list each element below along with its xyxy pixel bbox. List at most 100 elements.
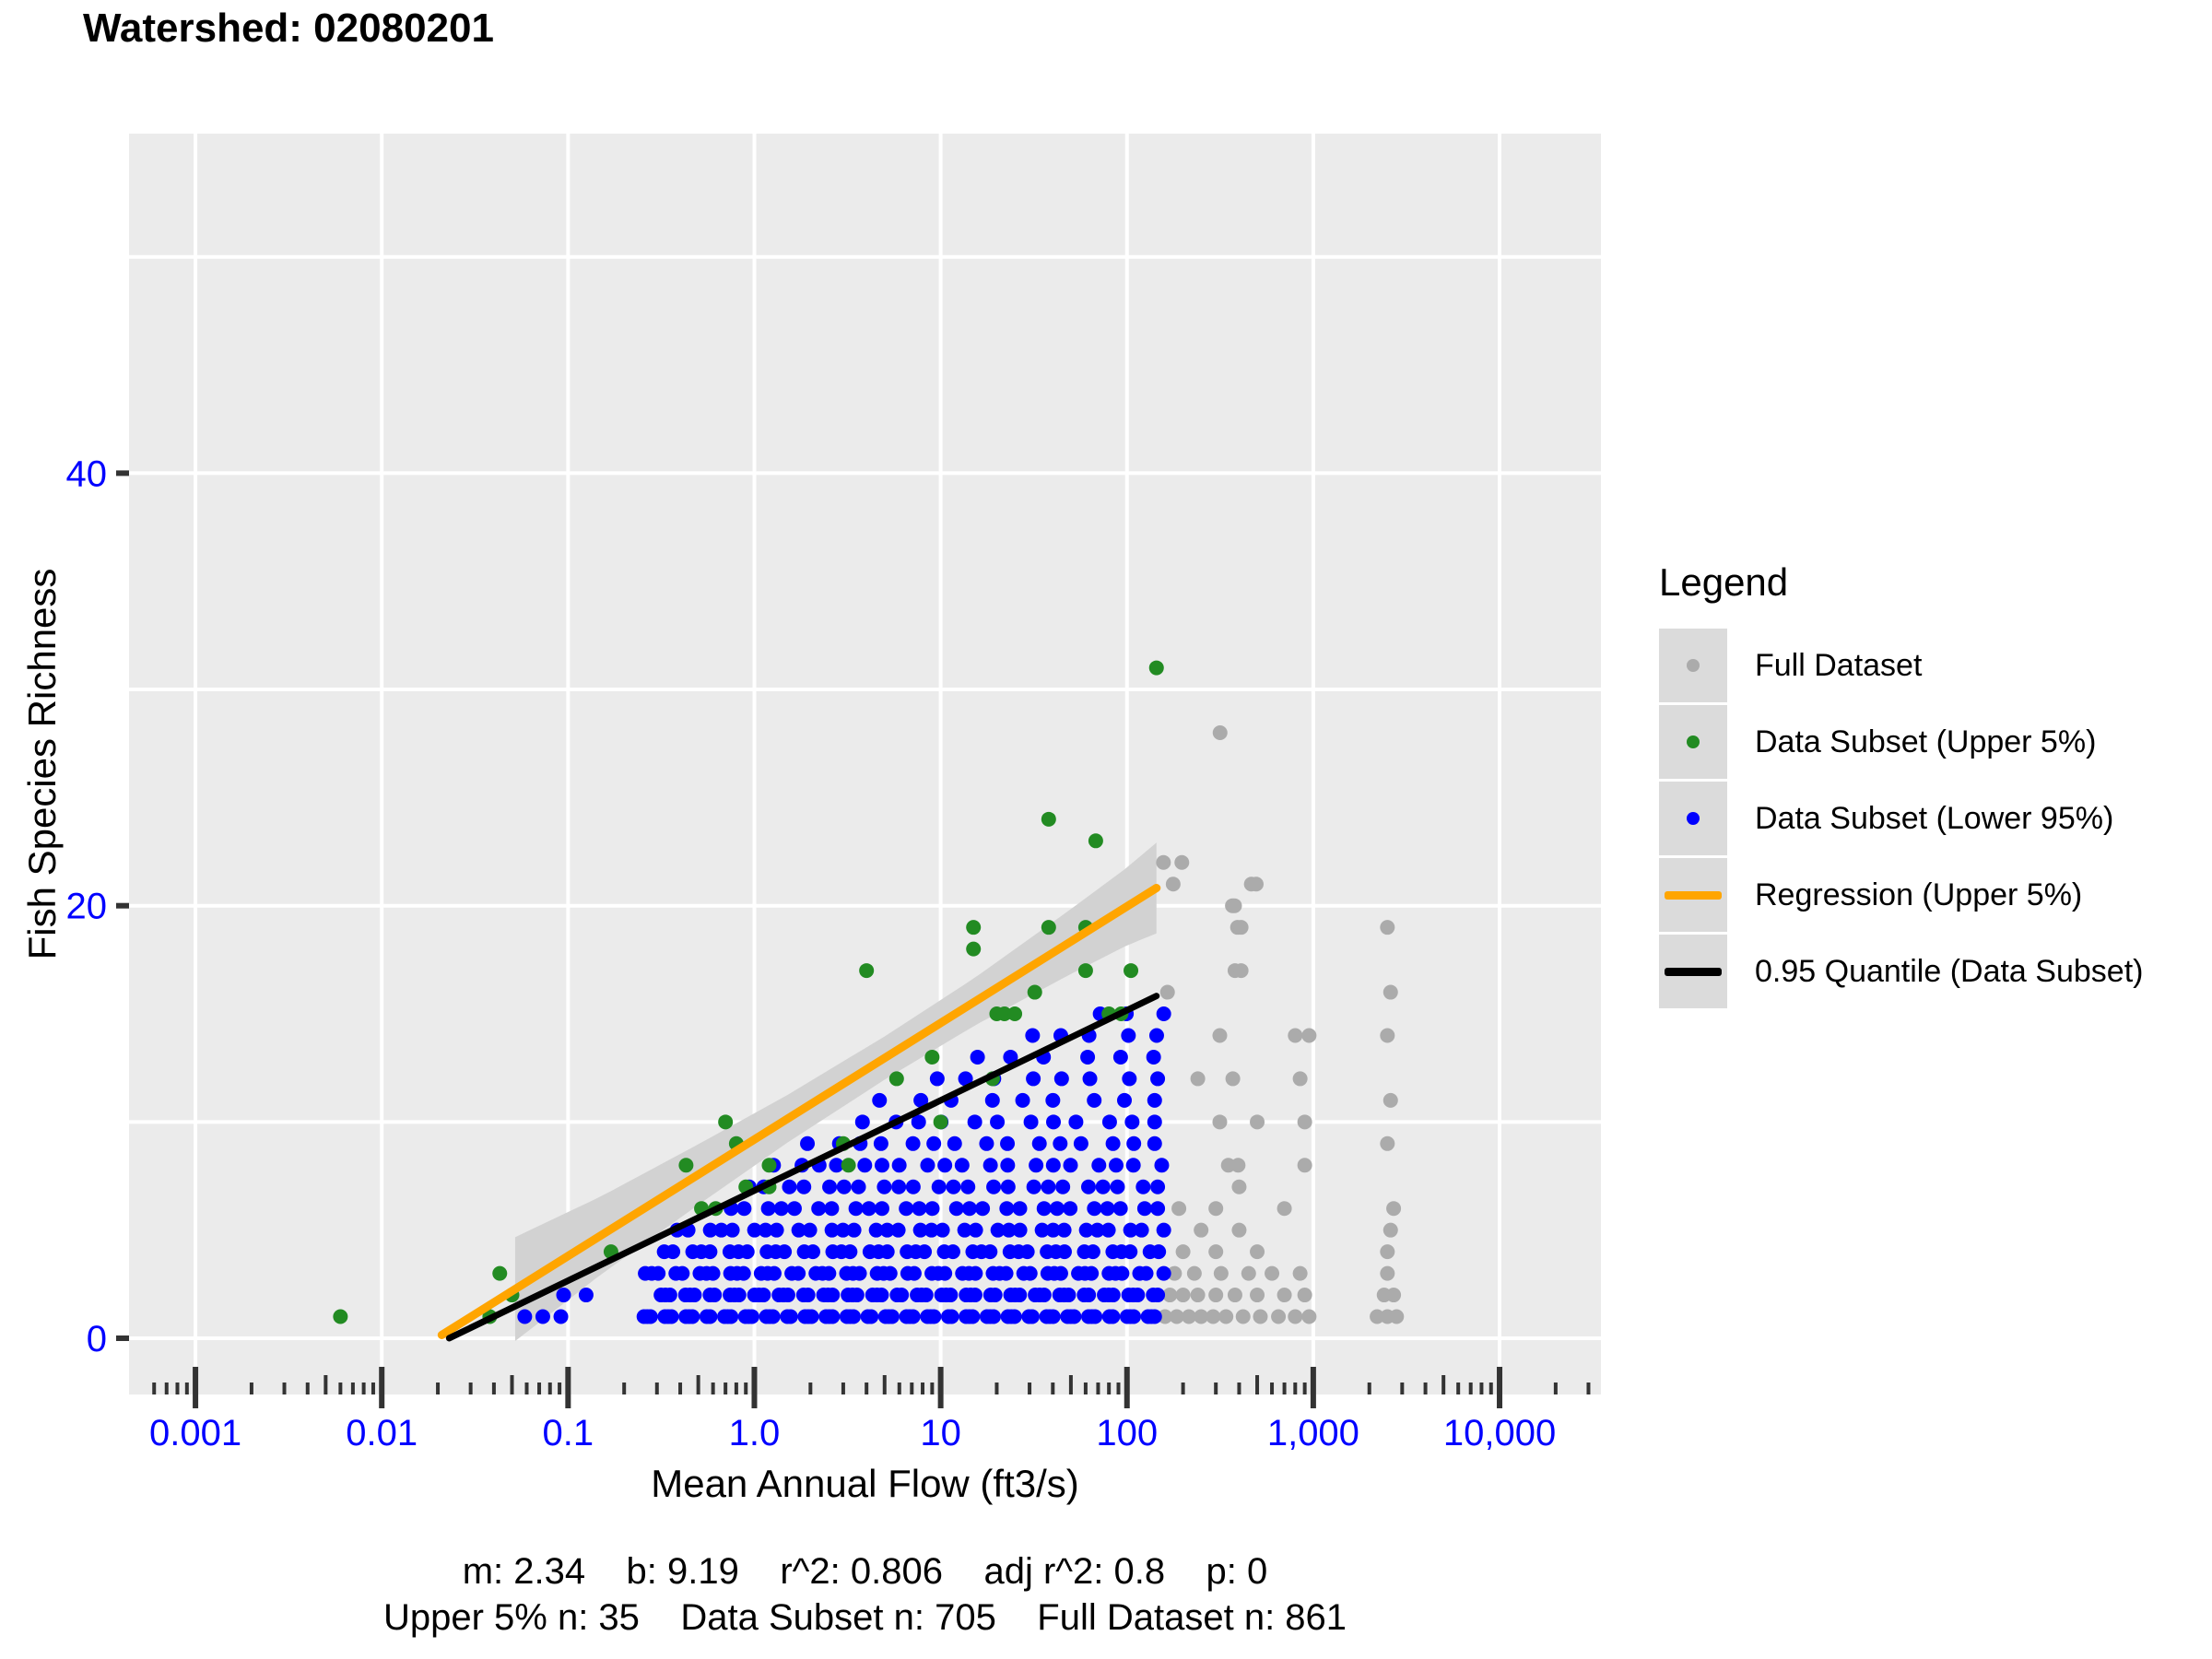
- data-point-lower95: [958, 1071, 973, 1087]
- data-point-lower95: [982, 1158, 998, 1173]
- data-point-lower95: [890, 1222, 906, 1238]
- data-point-lower95: [731, 1288, 747, 1303]
- data-point-lower95: [990, 1222, 1006, 1238]
- data-point-lower95: [791, 1222, 806, 1238]
- data-point-lower95: [884, 1309, 900, 1324]
- legend-item: 0.95 Quantile (Data Subset): [1659, 935, 2143, 1008]
- data-point-lower95: [1087, 1201, 1102, 1217]
- data-point-lower95: [1045, 1092, 1061, 1108]
- data-point-lower95: [1024, 1309, 1040, 1324]
- data-point-upper5: [933, 1114, 948, 1130]
- data-point-lower95: [1147, 1114, 1162, 1130]
- data-point-lower95: [724, 1222, 740, 1238]
- data-point-upper5: [1027, 984, 1042, 1000]
- data-point-lower95: [1049, 1201, 1065, 1217]
- data-point-lower95: [821, 1265, 837, 1281]
- data-point-lower95: [777, 1244, 793, 1260]
- legend-item: Data Subset (Upper 5%): [1659, 705, 2143, 779]
- data-point-lower95: [1025, 1028, 1041, 1043]
- data-point-lower95: [804, 1309, 819, 1324]
- data-point-lower95: [861, 1201, 877, 1217]
- data-point-lower95: [1061, 1288, 1077, 1303]
- data-point-full: [1277, 1201, 1292, 1217]
- data-point-lower95: [1088, 1309, 1103, 1324]
- data-point-lower95: [845, 1309, 861, 1324]
- data-point-lower95: [1121, 1028, 1136, 1043]
- data-point-lower95: [556, 1288, 571, 1303]
- data-point-lower95: [849, 1288, 865, 1303]
- data-point-lower95: [874, 1158, 889, 1173]
- data-point-lower95: [773, 1201, 789, 1217]
- data-point-lower95: [1089, 1222, 1105, 1238]
- data-point-upper5: [761, 1158, 777, 1173]
- data-point-lower95: [675, 1265, 690, 1281]
- data-point-upper5: [1148, 660, 1164, 676]
- data-point-lower95: [891, 1158, 907, 1173]
- data-point-lower95: [782, 1179, 797, 1194]
- data-point-lower95: [1003, 1049, 1018, 1065]
- data-point-full: [1301, 1309, 1317, 1324]
- data-point-lower95: [984, 1092, 1000, 1108]
- data-point-lower95: [1034, 1222, 1050, 1238]
- data-point-lower95: [954, 1158, 970, 1173]
- data-point-lower95: [874, 1201, 889, 1217]
- data-point-lower95: [920, 1158, 935, 1173]
- data-point-lower95: [1084, 1265, 1100, 1281]
- data-point-lower95: [517, 1309, 533, 1324]
- legend-item-label: Data Subset (Lower 95%): [1755, 800, 2114, 836]
- data-point-full: [1380, 920, 1395, 935]
- data-point-full: [1292, 1265, 1308, 1281]
- data-point-lower95: [836, 1179, 852, 1194]
- data-point-lower95: [1100, 1201, 1115, 1217]
- data-point-full: [1212, 1028, 1228, 1043]
- x-tick-label: 1,000: [1267, 1413, 1359, 1453]
- x-tick-label: 10,000: [1443, 1413, 1556, 1453]
- data-point-lower95: [1105, 1309, 1121, 1324]
- y-axis-title: Fish Species Richness: [20, 568, 64, 960]
- data-point-lower95: [968, 1222, 983, 1238]
- data-point-lower95: [1150, 1288, 1166, 1303]
- data-point-lower95: [1101, 1114, 1117, 1130]
- legend-item: Regression (Upper 5%): [1659, 858, 2143, 932]
- data-point-full: [1231, 1222, 1247, 1238]
- data-point-lower95: [765, 1309, 781, 1324]
- data-point-full: [1212, 724, 1228, 740]
- data-point-full: [1250, 1288, 1265, 1303]
- data-point-lower95: [1045, 1222, 1061, 1238]
- data-point-lower95: [905, 1309, 921, 1324]
- data-point-lower95: [851, 1179, 866, 1194]
- data-point-lower95: [931, 1179, 947, 1194]
- data-point-lower95: [912, 1222, 928, 1238]
- data-point-lower95: [1150, 1201, 1166, 1217]
- data-point-lower95: [800, 1288, 816, 1303]
- data-point-lower95: [1105, 1288, 1121, 1303]
- legend-item-label: Regression (Upper 5%): [1755, 877, 2083, 912]
- data-point-upper5: [841, 1158, 856, 1173]
- data-point-upper5: [966, 941, 982, 957]
- legend-key-box: [1659, 629, 1727, 702]
- legend-items: Full Dataset Data Subset (Upper 5%) Data S…: [1659, 629, 2143, 1008]
- data-point-lower95: [786, 1201, 802, 1217]
- data-point-full: [1241, 1265, 1256, 1281]
- data-point-lower95: [1095, 1179, 1111, 1194]
- data-point-lower95: [835, 1222, 851, 1238]
- data-point-lower95: [1053, 1071, 1069, 1087]
- data-point-lower95: [957, 1222, 972, 1238]
- data-point-full: [1277, 1288, 1292, 1303]
- data-point-lower95: [1031, 1135, 1047, 1151]
- data-point-upper5: [1088, 833, 1103, 849]
- data-point-lower95: [1085, 1244, 1100, 1260]
- data-point-lower95: [877, 1179, 892, 1194]
- data-point-lower95: [975, 1201, 991, 1217]
- data-point-lower95: [1110, 1179, 1125, 1194]
- legend-item-label: Full Dataset: [1755, 647, 1923, 683]
- data-point-full: [1297, 1114, 1312, 1130]
- regression-line: [437, 883, 1161, 1339]
- data-point-lower95: [1036, 1288, 1052, 1303]
- data-point-full: [1165, 877, 1181, 892]
- legend-title: Legend: [1659, 560, 1789, 604]
- data-point-lower95: [894, 1288, 910, 1303]
- data-point-lower95: [891, 1179, 907, 1194]
- data-point-lower95: [1036, 1201, 1052, 1217]
